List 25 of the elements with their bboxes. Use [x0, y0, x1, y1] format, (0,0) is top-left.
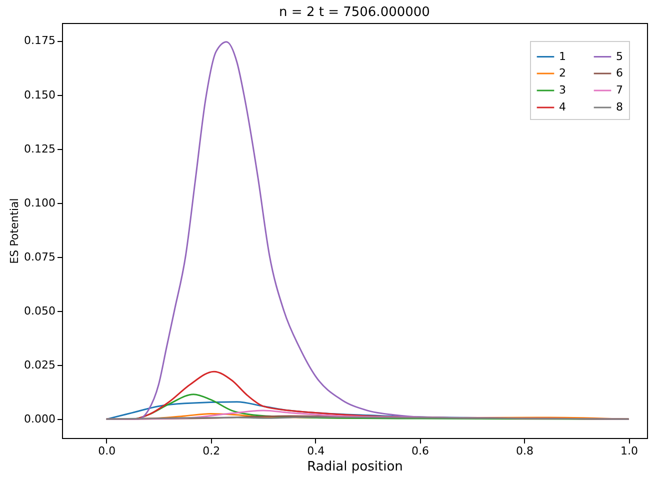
chart-title: n = 2 t = 7506.000000 [279, 5, 430, 20]
legend-label: 3 [559, 84, 566, 96]
legend-label: 7 [616, 84, 623, 96]
y-tick-label: 0.050 [24, 304, 56, 318]
y-tick-label: 0.000 [24, 412, 56, 426]
y-tick-label: 0.025 [24, 358, 56, 372]
x-tick-label: 0.0 [98, 444, 116, 458]
legend-label: 8 [616, 100, 623, 114]
y-tick-label: 0.175 [24, 34, 56, 48]
y-tick-label: 0.075 [24, 250, 56, 264]
legend-label: 4 [559, 100, 566, 114]
x-tick-label: 0.8 [516, 444, 534, 458]
y-axis-title: ES Potential [8, 198, 22, 264]
x-tick-label: 0.4 [307, 444, 325, 458]
x-axis-title: Radial position [307, 460, 403, 474]
x-tick-label: 0.6 [412, 444, 430, 458]
y-tick-label: 0.150 [24, 88, 56, 102]
y-tick-label: 0.100 [24, 196, 56, 210]
legend-label: 2 [559, 66, 566, 80]
y-tick-label: 0.125 [24, 142, 56, 156]
legend-label: 5 [616, 50, 623, 63]
x-tick-label: 0.2 [202, 444, 220, 458]
x-tick-label: 1.0 [620, 444, 638, 458]
legend-label: 6 [616, 66, 623, 80]
legend-label: 1 [559, 50, 566, 63]
